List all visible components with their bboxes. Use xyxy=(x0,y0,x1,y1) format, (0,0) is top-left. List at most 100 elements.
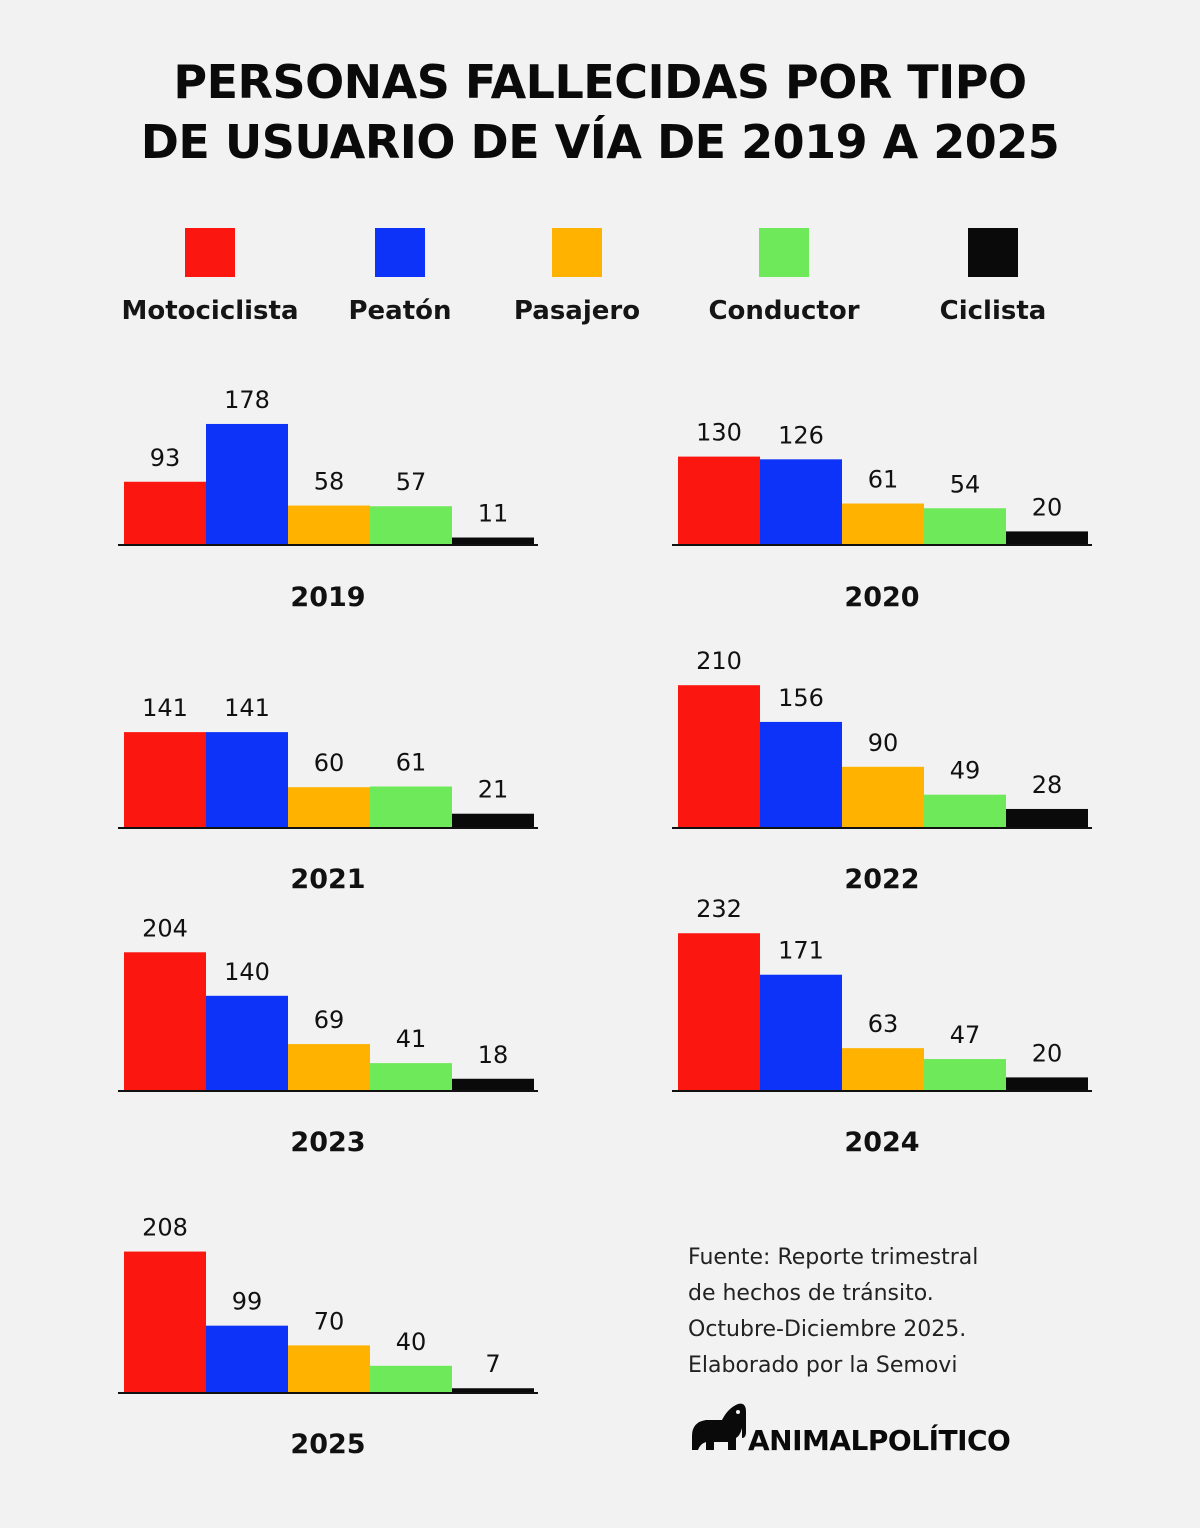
legend-swatch-peaton xyxy=(375,228,425,277)
bar-2019-ciclista xyxy=(452,537,534,545)
value-label-2022-peaton: 156 xyxy=(778,684,824,712)
value-label-2022-conductor: 49 xyxy=(950,757,981,785)
bar-2022-pasajero xyxy=(842,766,924,828)
bar-2021-pasajero xyxy=(288,787,370,828)
bar-chart-2025: 208 99 70 40 7 xyxy=(118,1193,538,1394)
bar-2019-pasajero xyxy=(288,505,370,545)
bar-2023-ciclista xyxy=(452,1078,534,1091)
value-label-2023-motociclista: 204 xyxy=(142,914,188,942)
chart-plot-2024: 232 171 63 47 20 xyxy=(672,895,1092,1092)
legend-item-peaton: Peatón xyxy=(280,228,520,326)
bar-2022-peaton xyxy=(760,721,842,828)
value-label-2025-pasajero: 70 xyxy=(314,1307,345,1335)
value-label-2025-peaton: 99 xyxy=(232,1288,263,1316)
bar-2021-motociclista xyxy=(124,732,206,828)
value-label-2021-motociclista: 141 xyxy=(142,694,188,722)
legend-swatch-pasajero xyxy=(552,228,602,277)
bar-2020-ciclista xyxy=(1006,531,1088,545)
legend-label-motociclista: Motociclista xyxy=(121,296,299,326)
chart-year-label-2021: 2021 xyxy=(290,864,366,895)
chart-year-label-2019: 2019 xyxy=(290,582,366,613)
legend-item-conductor: Conductor xyxy=(664,228,904,326)
value-label-2019-motociclista: 93 xyxy=(150,444,181,472)
bar-chart-2024: 232 171 63 47 20 xyxy=(672,891,1092,1092)
chart-plot-2019: 93 178 58 57 11 xyxy=(118,386,538,546)
value-label-2025-conductor: 40 xyxy=(396,1328,427,1356)
value-label-2019-pasajero: 58 xyxy=(314,468,345,496)
value-label-2025-motociclista: 208 xyxy=(142,1214,188,1242)
bar-2023-motociclista xyxy=(124,952,206,1091)
legend-swatch-ciclista xyxy=(968,228,1018,277)
value-label-2023-pasajero: 69 xyxy=(314,1006,345,1034)
legend-item-pasajero: Pasajero xyxy=(457,228,697,326)
value-label-2024-peaton: 171 xyxy=(778,937,824,965)
value-label-2020-conductor: 54 xyxy=(950,470,981,498)
bar-2024-ciclista xyxy=(1006,1077,1088,1091)
bar-2024-pasajero xyxy=(842,1048,924,1091)
chart-plot-2021: 141 141 60 61 21 xyxy=(118,694,538,829)
value-label-2021-conductor: 61 xyxy=(396,749,427,777)
bar-2025-conductor xyxy=(370,1365,452,1393)
bar-2025-pasajero xyxy=(288,1345,370,1393)
value-label-2019-ciclista: 11 xyxy=(478,500,509,528)
bar-2021-peaton xyxy=(206,732,288,828)
chart-plot-2025: 208 99 70 40 7 xyxy=(118,1214,538,1394)
title-line-2: DE USUARIO DE VÍA DE 2019 A 2025 xyxy=(140,115,1060,169)
legend-item-motociclista: Motociclista xyxy=(90,228,330,326)
bar-2025-ciclista xyxy=(452,1388,534,1393)
bar-2022-ciclista xyxy=(1006,808,1088,828)
bar-2019-motociclista xyxy=(124,481,206,545)
value-label-2022-motociclista: 210 xyxy=(696,647,742,675)
bar-2021-ciclista xyxy=(452,813,534,828)
value-label-2019-peaton: 178 xyxy=(224,386,270,414)
bar-chart-2023: 204 140 69 41 18 xyxy=(118,891,538,1092)
source-line-2: de hechos de tránsito. xyxy=(688,1281,934,1306)
bar-2023-conductor xyxy=(370,1063,452,1091)
value-label-2025-ciclista: 7 xyxy=(485,1350,500,1378)
chart-title: PERSONAS FALLECIDAS POR TIPO DE USUARIO … xyxy=(0,52,1200,172)
legend-swatch-motociclista xyxy=(185,228,235,277)
value-label-2022-ciclista: 28 xyxy=(1032,771,1063,799)
chart-plot-2023: 204 140 69 41 18 xyxy=(118,914,538,1092)
bar-2025-motociclista xyxy=(124,1251,206,1393)
bar-2019-peaton xyxy=(206,423,288,545)
source-line-1: Fuente: Reporte trimestral xyxy=(688,1245,979,1270)
chart-year-label-2024: 2024 xyxy=(844,1127,920,1158)
chart-year-label-2020: 2020 xyxy=(844,582,920,613)
elephant-icon xyxy=(692,1403,746,1450)
bar-2022-motociclista xyxy=(678,685,760,828)
legend-label-ciclista: Ciclista xyxy=(939,296,1047,326)
bar-2024-peaton xyxy=(760,974,842,1091)
bar-2022-conductor xyxy=(924,794,1006,828)
value-label-2021-peaton: 141 xyxy=(224,694,270,722)
bar-chart-2019: 93 178 58 57 11 xyxy=(118,345,538,546)
value-label-2021-pasajero: 60 xyxy=(314,749,345,777)
bar-chart-2021: 141 141 60 61 21 xyxy=(118,628,538,829)
chart-plot-2020: 130 126 61 54 20 xyxy=(672,419,1092,546)
legend-swatch-conductor xyxy=(759,228,809,277)
value-label-2023-conductor: 41 xyxy=(396,1025,427,1053)
value-label-2021-ciclista: 21 xyxy=(478,776,509,804)
legend-label-conductor: Conductor xyxy=(708,296,860,326)
value-label-2020-pasajero: 61 xyxy=(868,466,899,494)
legend-label-pasajero: Pasajero xyxy=(513,296,641,326)
bar-2020-conductor xyxy=(924,508,1006,545)
bar-chart-2022: 210 156 90 49 28 xyxy=(672,628,1092,829)
source-line-3: Octubre-Diciembre 2025. xyxy=(688,1317,967,1342)
bar-2019-conductor xyxy=(370,506,452,545)
value-label-2024-motociclista: 232 xyxy=(696,895,742,923)
bar-2021-conductor xyxy=(370,786,452,828)
value-label-2023-ciclista: 18 xyxy=(478,1041,509,1069)
bar-2020-motociclista xyxy=(678,456,760,545)
brand-name: ANIMALPOLÍTICO xyxy=(748,1424,1011,1457)
value-label-2019-conductor: 57 xyxy=(396,468,427,496)
value-label-2020-peaton: 126 xyxy=(778,421,824,449)
value-label-2024-pasajero: 63 xyxy=(868,1010,899,1038)
source-line-4: Elaborado por la Semovi xyxy=(688,1353,958,1378)
bar-2020-peaton xyxy=(760,459,842,545)
value-label-2024-conductor: 47 xyxy=(950,1021,981,1049)
value-label-2020-motociclista: 130 xyxy=(696,419,742,447)
bar-2024-motociclista xyxy=(678,933,760,1091)
source-note: Fuente: Reporte trimestral de hechos de … xyxy=(688,1240,978,1384)
chart-year-label-2023: 2023 xyxy=(290,1127,366,1158)
